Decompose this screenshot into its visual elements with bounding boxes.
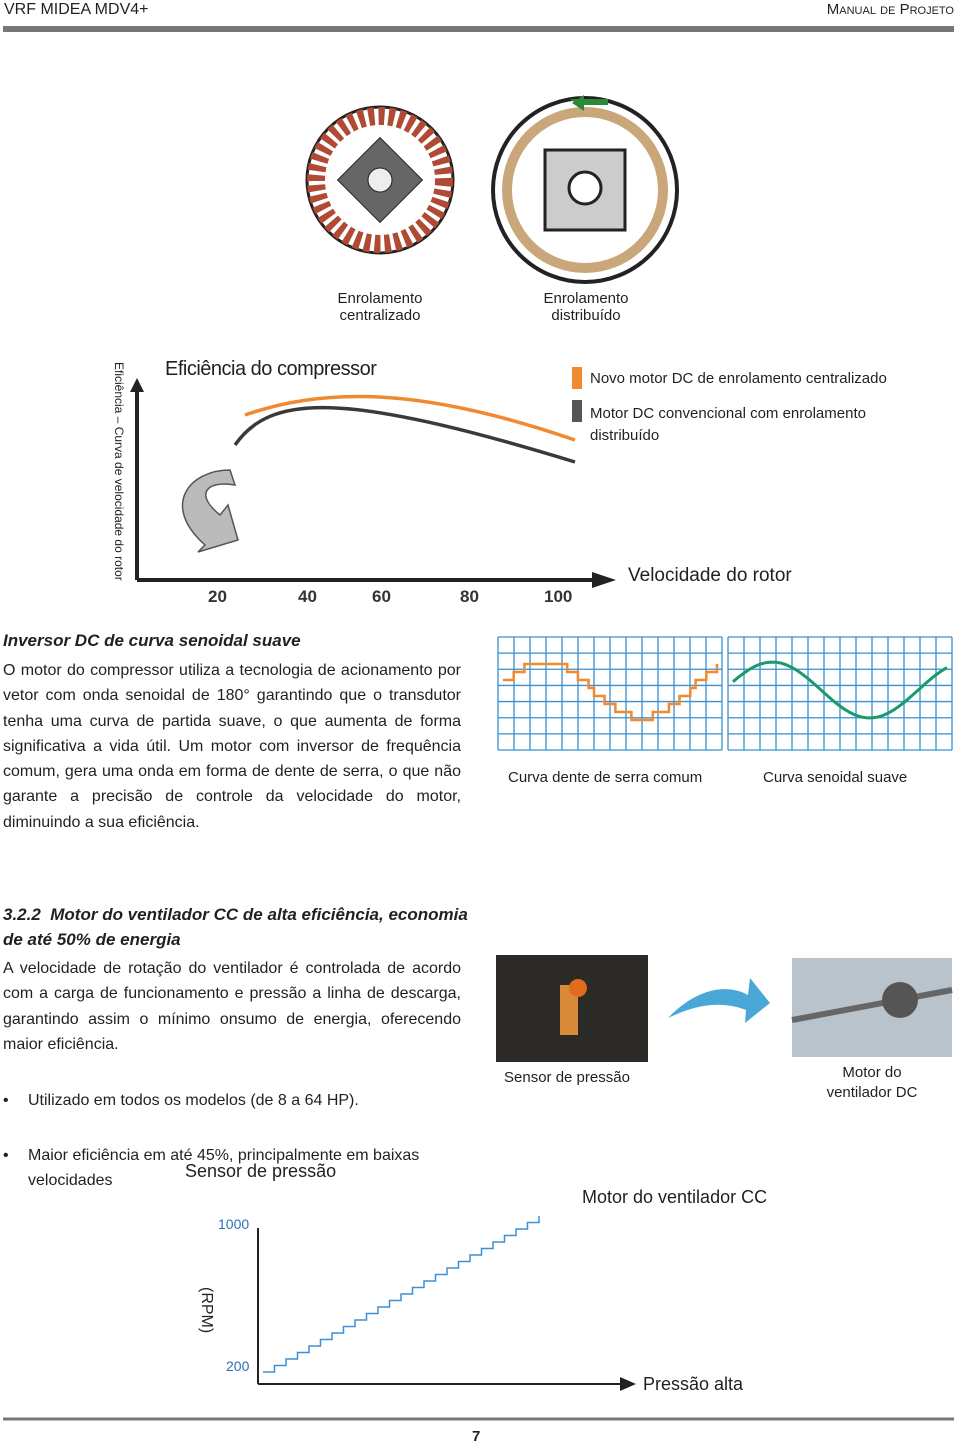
header-left: VRF MIDEA MDV4+: [4, 1, 149, 18]
x-label: Pressão alta: [643, 1374, 744, 1394]
wave-part: [732, 660, 948, 720]
section-body: A velocidade de rotação do ventilador é …: [3, 960, 461, 1053]
wave-part: [503, 662, 719, 722]
x-tick-label: 20: [208, 587, 227, 606]
bullet: • Maior eficiência em até 45%, principalm…: [3, 1143, 463, 1193]
compressor-chart: [130, 367, 616, 588]
series-label: Motor do ventilador CC: [582, 1187, 768, 1207]
legend-entry: Novo motor DC de enrolamento centralizad…: [590, 370, 887, 387]
motor-label: Enrolamento centralizado: [337, 290, 423, 324]
bullet: • Utilizado em todos os modelos (de 8 a 6…: [3, 1088, 463, 1113]
wave-label: Curva dente de serra comum: [508, 769, 703, 786]
section-heading: 3.2.2 Motor do ventilador CC de alta efi…: [3, 902, 473, 952]
y-tick-label: 1000: [218, 1216, 250, 1232]
wave-figures: [497, 636, 953, 751]
header-rule: [3, 26, 954, 32]
bullet-list: • Utilizado em todos os modelos (de 8 a 6…: [3, 1063, 463, 1218]
motor-centralized: [305, 105, 455, 255]
chart-title: Eficiência do compressor: [165, 358, 377, 380]
section-title: Inversor DC de curva senoidal suave: [3, 631, 301, 650]
x-tick-label: 40: [298, 587, 317, 606]
bullet-text: Utilizado em todos os modelos (de 8 a 64…: [28, 1092, 359, 1109]
section-body: O motor do compressor utiliza a tecnolog…: [3, 662, 461, 831]
section-title: Motor do ventilador CC de alta eficiênci…: [3, 905, 468, 949]
x-tick-label: 100: [544, 587, 573, 606]
fan-chart: [257, 1216, 636, 1391]
wave-label: Curva senoidal suave: [763, 769, 908, 786]
legend-entry: Motor DC convencional com enrolamento di…: [590, 405, 866, 444]
motor-distributed: [491, 95, 679, 284]
y-label: (RPM): [198, 1287, 215, 1334]
motor-label: Enrolamento distribuído: [543, 290, 629, 324]
section-number: 3.2.2: [3, 905, 41, 924]
x-tick-label: 60: [372, 587, 391, 606]
rpm-staircase: [263, 1216, 540, 1373]
photo-label: Sensor de pressão: [504, 1069, 630, 1086]
fan-chart-title: Sensor de pressão: [185, 1161, 337, 1181]
x-tick-label: 80: [460, 587, 479, 606]
bullet-text: Maior eficiência em até 45%, principalme…: [28, 1147, 420, 1189]
y-tick-label: 200: [226, 1358, 250, 1374]
x-label: Velocidade do rotor: [628, 565, 792, 586]
photo-label: Motor do ventilador DC: [826, 1064, 918, 1101]
photos: [496, 955, 953, 1062]
header-right: Manual de Projeto: [826, 1, 954, 18]
page-number: 7: [472, 1428, 481, 1445]
y-label: Eficiência – Curva de velocidade do roto…: [112, 362, 126, 581]
